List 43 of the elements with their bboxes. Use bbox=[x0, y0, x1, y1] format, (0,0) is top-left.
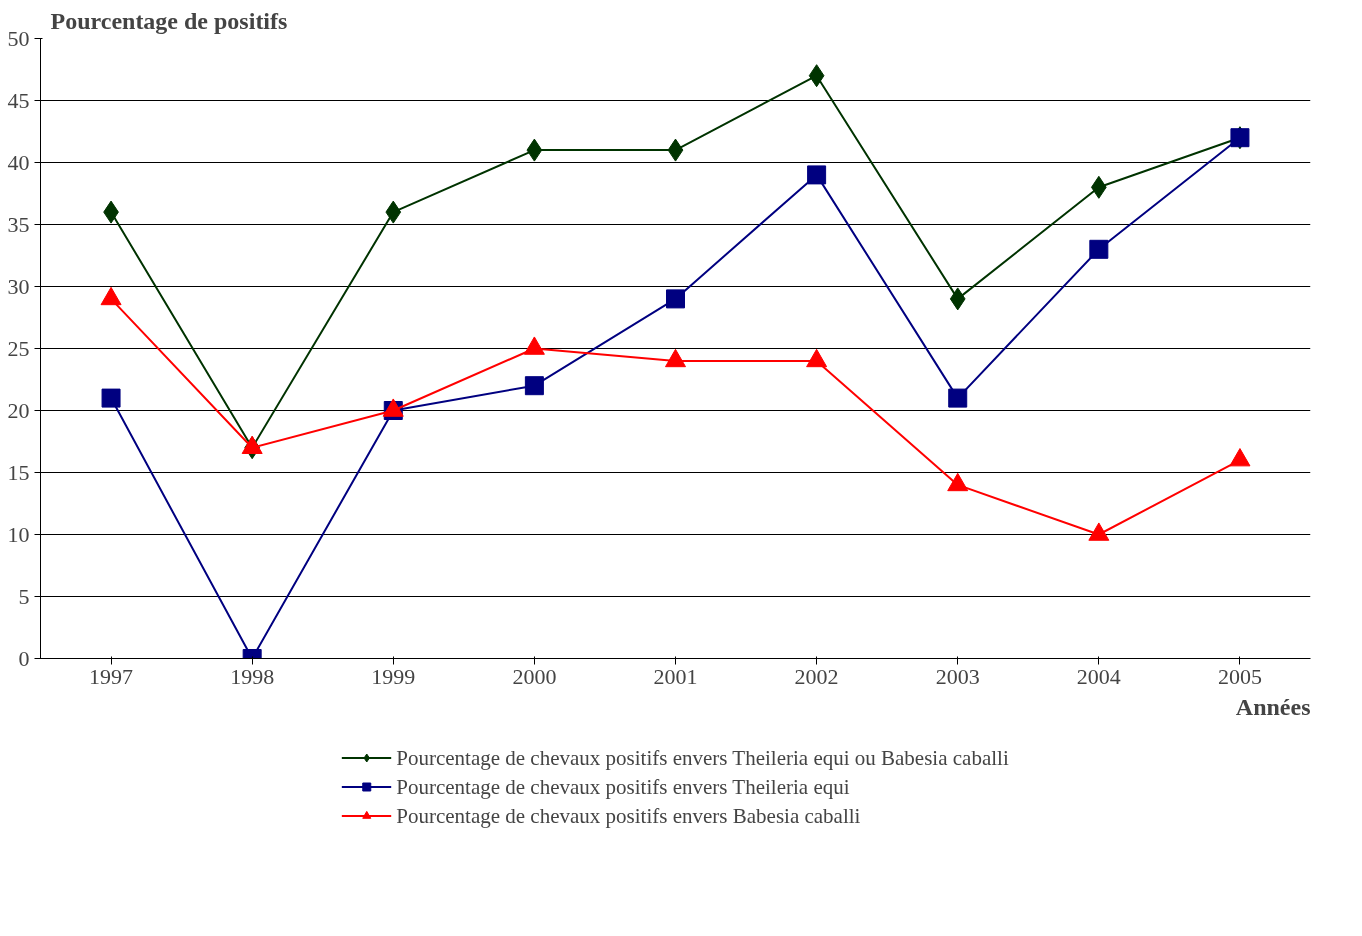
point bbox=[241, 435, 263, 454]
point bbox=[948, 388, 968, 408]
point bbox=[1229, 448, 1251, 467]
x-tick-label: 2003 bbox=[935, 663, 980, 689]
y-axis-title: Pourcentage de positifs bbox=[50, 7, 288, 34]
point bbox=[806, 348, 828, 368]
y-tick-label: 0 bbox=[18, 645, 30, 671]
point bbox=[1088, 522, 1110, 541]
y-tick-label: 40 bbox=[7, 149, 30, 175]
x-tick-label: 1997 bbox=[89, 663, 134, 689]
point bbox=[947, 472, 969, 492]
x-tick-label: 2000 bbox=[512, 663, 557, 689]
point bbox=[100, 286, 122, 306]
y-tick-label: 50 bbox=[7, 25, 30, 51]
point bbox=[665, 348, 686, 368]
y-tick-label: 25 bbox=[7, 335, 30, 361]
y-tick-label: 45 bbox=[7, 87, 30, 113]
x-tick-label: 2001 bbox=[653, 663, 698, 689]
point bbox=[101, 388, 121, 408]
point bbox=[385, 200, 402, 224]
x-tick-label: 1999 bbox=[371, 663, 416, 689]
x-tick-label: 2002 bbox=[794, 663, 839, 689]
point bbox=[666, 289, 685, 309]
point bbox=[1089, 239, 1109, 259]
y-tick-label: 5 bbox=[18, 583, 30, 609]
point bbox=[949, 287, 966, 311]
x-tick-label: 2004 bbox=[1076, 663, 1121, 689]
y-tick-label: 35 bbox=[7, 211, 30, 237]
x-tick-label: 2005 bbox=[1217, 663, 1262, 689]
x-tick-label: 1998 bbox=[230, 663, 275, 689]
legend-label: Pourcentage de chevaux positifs envers Theileria equi ou Babesia caballi bbox=[396, 745, 1009, 770]
point bbox=[667, 138, 684, 162]
point bbox=[523, 336, 545, 355]
point bbox=[807, 165, 827, 185]
legend-label: Pourcentage de chevaux positifs envers Theileria equi bbox=[396, 774, 850, 799]
y-tick-label: 10 bbox=[7, 521, 30, 547]
legend-label: Pourcentage de chevaux positifs envers Babesia caballi bbox=[396, 803, 861, 828]
point bbox=[526, 138, 543, 162]
y-tick-label: 15 bbox=[7, 459, 30, 485]
x-axis-title: Années bbox=[1235, 693, 1311, 720]
y-tick-label: 20 bbox=[7, 397, 30, 423]
point bbox=[808, 64, 825, 88]
y-tick-label: 30 bbox=[7, 273, 30, 299]
